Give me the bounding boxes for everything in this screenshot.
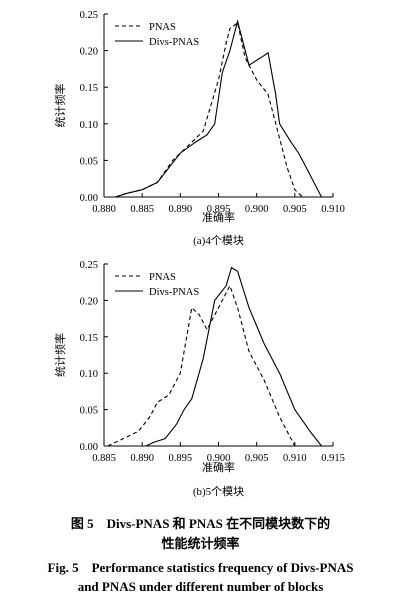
x-tick-label: 0.895 — [207, 204, 231, 215]
x-tick-label: 0.915 — [321, 453, 345, 464]
figure-caption-chinese-line1: 图 5 Divs-PNAS 和 PNAS 在不同模块数下的 — [70, 516, 331, 531]
x-tick-label: 0.900 — [207, 453, 231, 464]
legend-label: PNAS — [149, 22, 176, 33]
x-tick-label: 0.885 — [92, 453, 116, 464]
x-tick-label: 0.910 — [283, 453, 307, 464]
x-tick-label: 0.890 — [130, 453, 154, 464]
x-tick-label: 0.895 — [169, 453, 193, 464]
legend-label: Divs-PNAS — [149, 287, 199, 298]
x-tick-label: 0.910 — [321, 204, 345, 215]
figure-caption-english-line2: and PNAS under different number of block… — [77, 579, 324, 594]
subfigure-caption: (b)5个模块 — [193, 485, 244, 498]
figure-caption-chinese-line2: 性能统计频率 — [161, 536, 240, 551]
y-tick-label: 0.05 — [80, 406, 98, 417]
y-tick-label: 0.00 — [80, 193, 98, 204]
series-line-divs-pnas — [115, 19, 322, 198]
y-axis-label: 统计频率 — [53, 333, 67, 377]
x-axis-label: 准确率 — [202, 210, 235, 224]
series-line-pnas — [107, 284, 296, 447]
y-tick-label: 0.10 — [80, 369, 98, 380]
legend-label: Divs-PNAS — [149, 37, 199, 48]
legend-label: PNAS — [149, 272, 176, 283]
y-tick-label: 0.10 — [80, 120, 98, 131]
x-tick-label: 0.890 — [169, 204, 193, 215]
series-line-divs-pnas — [145, 266, 322, 447]
x-tick-label: 0.905 — [245, 453, 269, 464]
x-tick-label: 0.905 — [283, 204, 307, 215]
y-tick-label: 0.15 — [80, 333, 98, 344]
subfigure-caption: (a)4个模块 — [193, 234, 244, 247]
x-tick-label: 0.880 — [92, 204, 116, 215]
x-axis-label: 准确率 — [202, 460, 235, 474]
y-tick-label: 0.05 — [80, 156, 98, 167]
y-tick-label: 0.20 — [80, 296, 98, 307]
figure-caption-english-line1: Fig. 5 Performance statistics frequency … — [47, 560, 354, 575]
figure: 0.880 0.885 0.890 0.895 0.900 0.905 0.9100.000… — [53, 10, 345, 498]
y-tick-label: 0.25 — [80, 260, 98, 271]
x-tick-label: 0.900 — [245, 204, 269, 215]
y-tick-label: 0.25 — [80, 10, 98, 21]
series-line-pnas — [115, 21, 303, 198]
y-axis-label: 统计频率 — [53, 84, 67, 128]
x-tick-label: 0.885 — [130, 204, 154, 215]
y-tick-label: 0.00 — [80, 442, 98, 453]
y-tick-label: 0.15 — [80, 83, 98, 94]
y-tick-label: 0.20 — [80, 47, 98, 58]
